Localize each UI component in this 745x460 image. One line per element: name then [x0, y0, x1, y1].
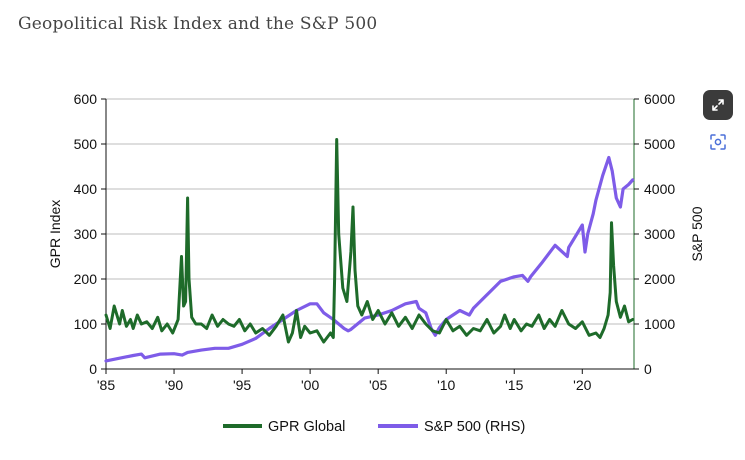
- legend: GPR Global S&P 500 (RHS): [223, 419, 525, 435]
- page-title: Geopolitical Risk Index and the S&P 500: [18, 14, 378, 34]
- left-axis-title: GPR Index: [47, 200, 63, 268]
- expand-icon: [712, 99, 724, 111]
- x-tick-label: '20: [573, 377, 591, 393]
- x-tick-label: '15: [505, 377, 523, 393]
- legend-label-sp500: S&P 500 (RHS): [424, 419, 525, 435]
- series-line-sp500: [104, 155, 635, 363]
- legend-label-gpr-global: GPR Global: [268, 419, 345, 435]
- x-tick-label: '90: [165, 377, 183, 393]
- left-tick-label: 600: [74, 91, 98, 107]
- x-tick-label: '85: [97, 377, 115, 393]
- x-tick-label: '05: [369, 377, 387, 393]
- series-lines: [104, 138, 635, 363]
- right-tick-label: 4000: [644, 181, 675, 197]
- left-tick-label: 200: [74, 271, 98, 287]
- x-tick-label: '10: [437, 377, 455, 393]
- x-tick-label: '00: [301, 377, 319, 393]
- x-tick-label: '95: [233, 377, 251, 393]
- left-tick-label: 0: [89, 361, 97, 377]
- right-tick-label: 0: [644, 361, 652, 377]
- right-tick-label: 2000: [644, 271, 675, 287]
- right-tick-label: 6000: [644, 91, 675, 107]
- left-tick-label: 400: [74, 181, 98, 197]
- expand-button[interactable]: [703, 90, 733, 120]
- right-tick-label: 3000: [644, 226, 675, 242]
- ticks: 0100200300400500600010002000300040005000…: [74, 91, 676, 393]
- text-scan-button[interactable]: [703, 127, 733, 157]
- left-tick-label: 500: [74, 136, 98, 152]
- right-tick-label: 5000: [644, 136, 675, 152]
- left-tick-label: 300: [74, 226, 98, 242]
- right-tick-label: 1000: [644, 316, 675, 332]
- text-scan-icon: [710, 134, 726, 150]
- left-tick-label: 100: [74, 316, 98, 332]
- series-line-gpr-global: [104, 138, 635, 344]
- right-axis-title: S&P 500: [689, 206, 705, 261]
